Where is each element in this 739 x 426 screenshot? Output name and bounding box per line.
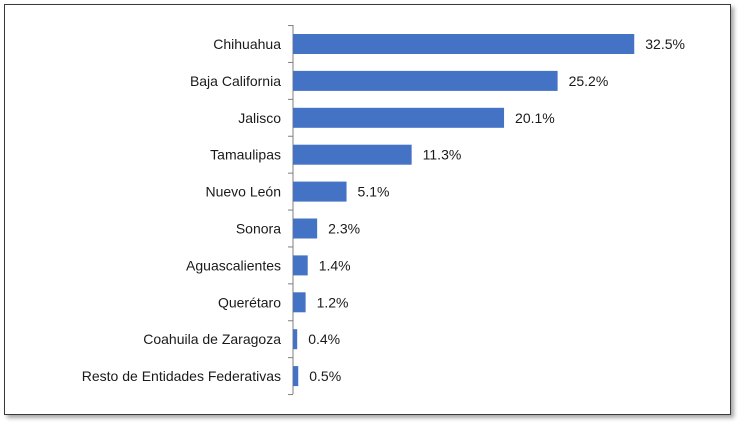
bar (293, 255, 308, 276)
data-label: 1.4% (319, 257, 351, 273)
bar (293, 107, 505, 128)
data-label: 1.2% (317, 294, 349, 310)
bar (293, 181, 347, 202)
category-label: Jalisco (238, 110, 281, 126)
bar-chart: Chihuahua 32.5% Baja California 25.2% Jalisc… (82, 25, 685, 396)
chart-frame: Chihuahua 32.5% Baja California 25.2% Jalisc… (4, 4, 731, 415)
data-label: 32.5% (645, 36, 685, 52)
bar (293, 144, 412, 165)
bar (293, 366, 299, 387)
category-label: Nuevo León (205, 184, 281, 200)
category-label: Baja California (190, 73, 281, 89)
data-label: 0.5% (309, 368, 341, 384)
data-label: 11.3% (423, 147, 462, 163)
data-label: 2.3% (328, 221, 360, 237)
bar (293, 70, 558, 91)
category-label: Sonora (236, 221, 281, 237)
bar (293, 34, 635, 54)
bar (293, 292, 306, 313)
category-label: Resto de Entidades Federativas (82, 368, 281, 384)
category-label: Aguascalientes (186, 257, 281, 273)
category-label: Chihuahua (213, 36, 281, 52)
category-label: Querétaro (218, 294, 281, 310)
data-label: 25.2% (569, 73, 609, 89)
data-label: 5.1% (358, 184, 390, 200)
category-label: Tamaulipas (210, 147, 281, 163)
bar (293, 329, 298, 350)
category-label: Coahuila de Zaragoza (143, 331, 281, 347)
data-label: 0.4% (308, 331, 340, 347)
bar (293, 218, 318, 239)
data-label: 20.1% (515, 110, 555, 126)
